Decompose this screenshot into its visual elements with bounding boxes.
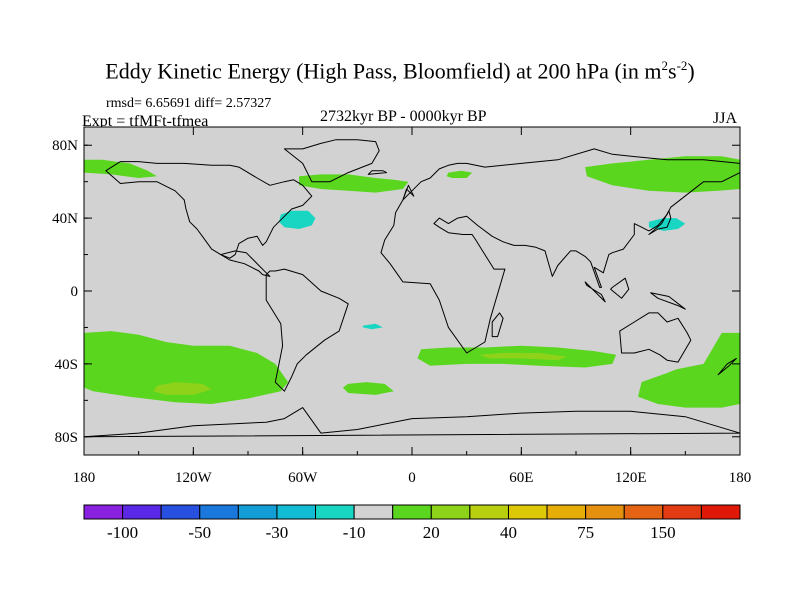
coastline [105,161,313,259]
anomaly-region [279,210,316,229]
stats-label: rmsd= 6.65691 diff= 2.57327 [106,96,272,111]
coastline [650,292,686,310]
coastline [220,250,271,277]
x-tick-label: 180 [73,470,96,486]
colorbar-label: 40 [500,523,517,542]
colorbar-swatch [623,504,664,520]
axes-layer: 180 120W 60W 0 60E 120E 180 80N 40N 0 40S 80S [52,127,751,486]
colorbar-swatch [315,504,355,520]
colorbar-swatch [237,504,278,520]
anomaly-region [342,382,394,395]
colorbar-swatch [83,504,124,520]
colorbar-swatch [662,504,702,520]
coastline [491,312,504,338]
experiment-label: Expt = tfMFt-tfmea [82,113,209,130]
coastline [283,139,380,183]
anomaly-region [153,382,212,395]
coastline [84,407,740,438]
anomaly-region [648,218,686,231]
coastline [648,210,672,235]
anomaly-region [638,332,740,408]
y-tick-label: 0 [71,284,79,300]
coastline [619,312,692,363]
coastline [717,357,737,376]
coastline [402,184,415,201]
anomaly-region [84,331,289,404]
colorbar-label: -30 [266,523,289,542]
map-layer [84,127,740,455]
season-label: JJA [713,110,738,127]
colorbar-label: 75 [577,523,594,542]
anomaly-region [446,170,473,178]
period-label: 2732kyr BP - 0000kyr BP [320,108,487,125]
colorbar-label: 150 [650,523,676,542]
colorbar-swatch [546,504,587,520]
colorbar-swatch [469,504,509,520]
coastline [584,281,606,303]
anomaly-region [362,323,383,330]
y-tick-label: 80S [55,430,78,446]
x-tick-label: 120W [175,470,213,486]
colorbar-swatch [430,504,471,520]
colorbar-swatch [276,504,317,520]
x-tick-label: 120E [615,470,647,486]
colorbar-swatch [160,504,201,520]
y-tick-label: 80N [52,138,78,154]
colorbar-swatch [353,504,394,520]
chart-title: Eddy Kinetic Energy (High Pass, Bloomfie… [105,58,695,84]
y-tick-label: 40S [55,357,78,373]
colorbar-label: -50 [188,523,211,542]
y-tick-label: 40N [52,211,78,227]
anomaly-region [84,159,157,178]
x-tick-label: 60E [509,470,533,486]
x-tick-label: 0 [408,470,416,486]
colorbar: -100 -50 -30 -10 20 40 75 150 [83,504,741,542]
anomaly-region [479,353,567,361]
coastline [610,277,630,299]
colorbar-label: 20 [423,523,440,542]
coastline [380,148,740,354]
x-tick-label: 180 [729,470,752,486]
colorbar-label: -100 [107,523,138,542]
colorbar-swatch [700,504,741,520]
colorbar-swatch [585,504,625,520]
anomaly-region [299,174,409,193]
colorbar-swatch [122,504,162,520]
coastline [367,170,387,175]
colorbar-swatch [507,504,548,520]
colorbar-swatch [199,504,239,520]
x-tick-label: 60W [288,470,318,486]
colorbar-swatch [392,504,432,520]
coastline [265,268,349,392]
colorbar-label: -10 [343,523,366,542]
